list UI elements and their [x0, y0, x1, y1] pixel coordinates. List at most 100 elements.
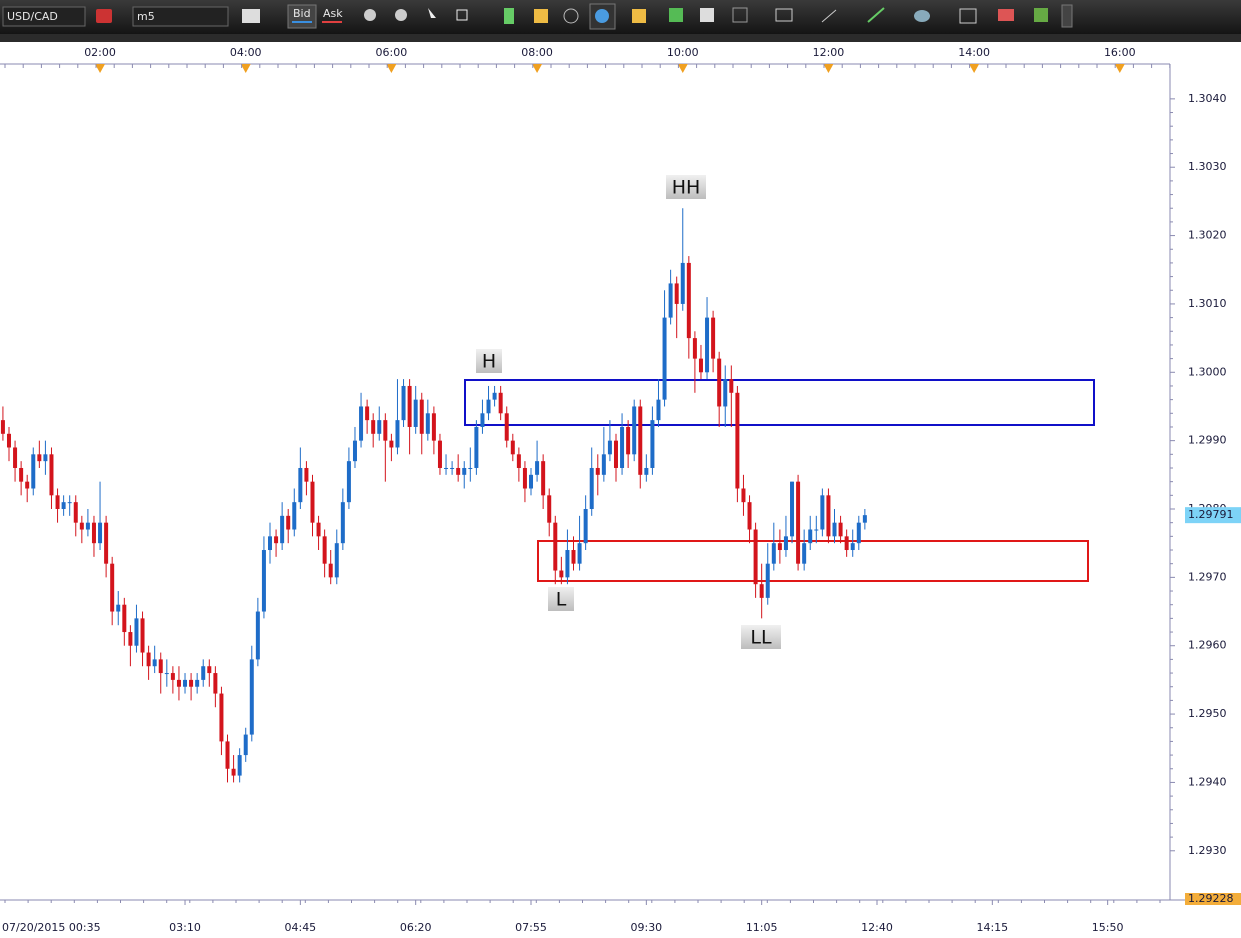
candle-body — [365, 406, 370, 421]
candle-body — [553, 522, 558, 571]
tool-icon[interactable] — [867, 7, 885, 23]
top-x-tick-marker — [823, 64, 834, 73]
tool-icon[interactable] — [534, 9, 548, 23]
candle-body — [741, 488, 746, 503]
tool-icon[interactable] — [364, 9, 376, 21]
tool-icon[interactable] — [914, 10, 930, 22]
bid: Bid — [293, 7, 311, 20]
candle-body — [431, 413, 436, 441]
candle-body — [796, 481, 801, 564]
candle-body — [650, 420, 655, 468]
candle-body — [122, 604, 127, 633]
candle-body — [310, 481, 315, 523]
candle-body — [535, 461, 540, 475]
candle-body — [359, 406, 364, 441]
toolbar-edge — [0, 34, 1241, 42]
candle-body — [632, 406, 637, 455]
bottom-price-box — [1185, 893, 1241, 905]
x-tick-label: 11:05 — [746, 921, 778, 934]
tool-icon[interactable] — [669, 8, 683, 22]
chart-type-icon[interactable] — [242, 9, 260, 23]
candle-body — [571, 550, 576, 564]
candle-body — [298, 467, 303, 503]
candle-body — [820, 495, 825, 530]
tool-icon[interactable] — [732, 7, 748, 23]
ask: Ask — [323, 7, 343, 20]
candle-body — [231, 768, 236, 776]
timeframe-select[interactable] — [132, 6, 229, 27]
candle-body — [662, 317, 667, 400]
candle-body — [844, 536, 849, 551]
candle-body — [462, 467, 467, 475]
tool-icon[interactable] — [456, 9, 468, 21]
annotation: LL — [750, 627, 772, 649]
tool-icon[interactable] — [1034, 8, 1048, 22]
y-tick-label: 1.3030 — [1188, 160, 1227, 173]
resistance-zone[interactable] — [464, 379, 1095, 426]
candle-body — [346, 461, 351, 503]
candle-body — [316, 522, 321, 537]
candle-body — [522, 467, 527, 489]
top-x-tick-label: 06:00 — [376, 46, 408, 59]
candle-body — [668, 283, 673, 318]
candle-body — [450, 467, 455, 469]
tool-icon[interactable] — [395, 9, 407, 21]
candle-body — [765, 563, 770, 598]
candle-body — [802, 543, 807, 564]
candle-body — [401, 385, 406, 421]
support-zone[interactable] — [537, 540, 1089, 582]
symbol-select[interactable] — [2, 6, 86, 27]
tool-icon[interactable] — [428, 8, 436, 18]
candle-body — [201, 666, 206, 680]
y-tick-label: 1.2960 — [1188, 639, 1227, 652]
tool-icon[interactable] — [504, 8, 514, 24]
candle-body — [425, 413, 430, 434]
candle-body — [189, 679, 194, 687]
candle-body — [255, 611, 260, 660]
candle-body — [79, 522, 84, 530]
candle-body — [322, 536, 327, 564]
candle-body — [547, 495, 552, 523]
candle-body — [213, 673, 218, 694]
candle-body — [304, 467, 309, 482]
tool-icon[interactable] — [595, 9, 609, 23]
candle-body — [328, 563, 333, 578]
candle-body — [808, 529, 813, 544]
y-tick-label: 1.2990 — [1188, 434, 1227, 447]
annotation-box — [548, 587, 574, 611]
top-x-tick-marker — [532, 64, 543, 73]
candle-body — [152, 659, 157, 667]
candle-body — [620, 426, 625, 468]
candle-body — [680, 262, 685, 304]
tool-icon[interactable] — [700, 8, 714, 22]
candle-body — [856, 522, 861, 544]
candle-body — [55, 495, 60, 510]
tool-icon[interactable] — [959, 8, 977, 24]
candle-body — [61, 502, 66, 510]
candle-body — [474, 426, 479, 468]
top-x-tick-label: 16:00 — [1104, 46, 1136, 59]
candle-body — [826, 495, 831, 537]
link-icon[interactable] — [96, 9, 112, 23]
candle-body — [541, 461, 546, 496]
tool-icon[interactable] — [632, 9, 646, 23]
candle-body — [352, 440, 357, 462]
candle-body — [243, 734, 248, 756]
annotation: H — [482, 351, 496, 373]
candle-body — [613, 440, 618, 468]
tool-icon[interactable] — [775, 8, 793, 22]
tool-icon[interactable] — [821, 9, 837, 23]
tool-icon[interactable] — [998, 9, 1014, 21]
candle-body — [73, 502, 78, 523]
candle-body — [286, 515, 291, 530]
candle-body — [158, 659, 163, 674]
y-tick-label: 1.3040 — [1188, 92, 1227, 105]
candle-body — [862, 515, 867, 523]
toolbar-icons — [364, 3, 1073, 30]
candle-body — [140, 618, 145, 653]
tool-icon[interactable] — [1061, 4, 1073, 28]
candle-body — [91, 522, 96, 544]
tool-icon[interactable] — [563, 8, 579, 24]
candle-body — [729, 379, 734, 393]
